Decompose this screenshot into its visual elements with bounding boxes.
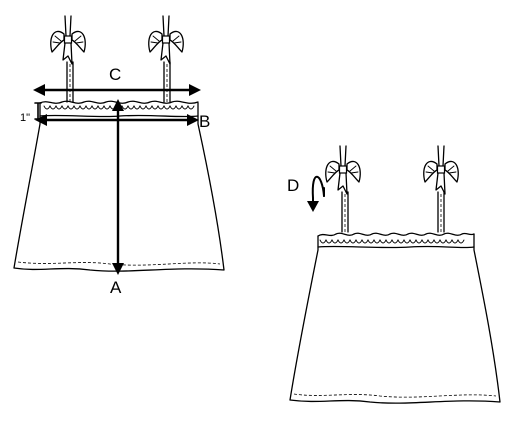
bow-icon	[148, 15, 184, 65]
measure-inch-bracket	[34, 102, 42, 120]
left-strap-1	[66, 61, 74, 103]
dress-body	[13, 102, 225, 272]
label-b: B	[199, 112, 210, 131]
right-garment	[289, 145, 501, 404]
bow-icon	[423, 145, 459, 195]
left-strap-2	[163, 61, 171, 103]
measure-d-arrow	[307, 175, 325, 212]
right-strap-1	[341, 191, 349, 233]
bow-icon	[50, 15, 86, 65]
right-strap-2	[437, 191, 445, 233]
label-d: D	[287, 176, 299, 195]
top-body	[289, 233, 501, 404]
label-inch: 1"	[20, 112, 30, 124]
label-a: A	[110, 278, 122, 297]
measure-a-arrow	[112, 99, 124, 275]
bow-icon	[325, 145, 361, 195]
measure-c-arrow	[33, 84, 201, 96]
label-c: C	[109, 65, 121, 84]
